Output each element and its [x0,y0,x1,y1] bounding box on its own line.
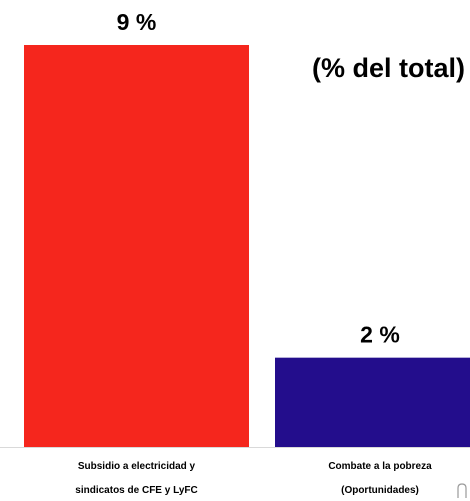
category-label-2-line-1: Combate a la pobreza [328,461,432,472]
bars-group [24,45,470,447]
chart-subtitle: (% del total) [312,53,465,83]
category-labels-group: Subsidio a electricidad y sindicatos de C… [75,461,432,496]
corner-mark-icon [457,483,467,498]
category-label-2-line-2: (Oportunidades) [341,485,419,496]
value-label-1: 9 % [117,9,157,35]
bar-2 [275,357,470,447]
category-label-1-line-1: Subsidio a electricidad y [78,461,196,472]
bar-1 [24,45,249,447]
value-label-2: 2 % [360,322,400,348]
category-label-1-line-2: sindicatos de CFE y LyFC [75,485,197,496]
value-labels-group: 9 % 2 % [117,9,400,348]
